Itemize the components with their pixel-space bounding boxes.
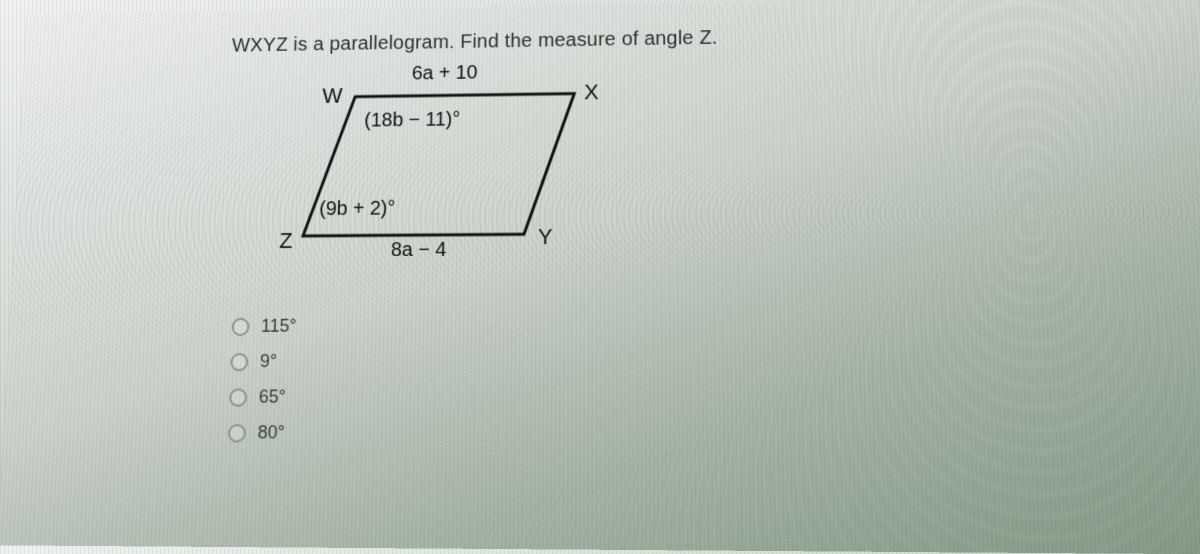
- option-label: 80°: [257, 422, 285, 444]
- angle-z-expression: (9b + 2)°: [319, 198, 395, 221]
- option-c[interactable]: 65°: [229, 386, 295, 407]
- radio-icon: [229, 388, 247, 406]
- angle-w-expression: (18b − 11)°: [364, 109, 460, 133]
- vertex-label-y: Y: [538, 224, 553, 250]
- option-a[interactable]: 115°: [231, 316, 296, 337]
- vertex-label-z: Z: [279, 228, 293, 254]
- answer-options: 115° 9° 65° 80°: [227, 302, 297, 458]
- side-bottom-expression: 8a − 4: [391, 239, 447, 262]
- vertex-label-x: X: [584, 80, 599, 106]
- option-label: 65°: [259, 386, 287, 407]
- radio-icon: [228, 424, 246, 442]
- side-top-expression: 6a + 10: [412, 62, 478, 85]
- radio-icon: [231, 317, 249, 335]
- question-prompt: WXYZ is a parallelogram. Find the measur…: [232, 27, 718, 57]
- vertex-label-w: W: [322, 83, 343, 108]
- option-label: 9°: [260, 351, 278, 372]
- option-d[interactable]: 80°: [228, 422, 294, 444]
- parallelogram-diagram: W X Y Z 6a + 10 (18b − 11)° (9b + 2)° 8a…: [282, 79, 620, 279]
- option-b[interactable]: 9°: [230, 351, 296, 372]
- question-stage: WXYZ is a parallelogram. Find the measur…: [0, 0, 1200, 554]
- option-label: 115°: [261, 316, 297, 337]
- radio-icon: [230, 353, 248, 371]
